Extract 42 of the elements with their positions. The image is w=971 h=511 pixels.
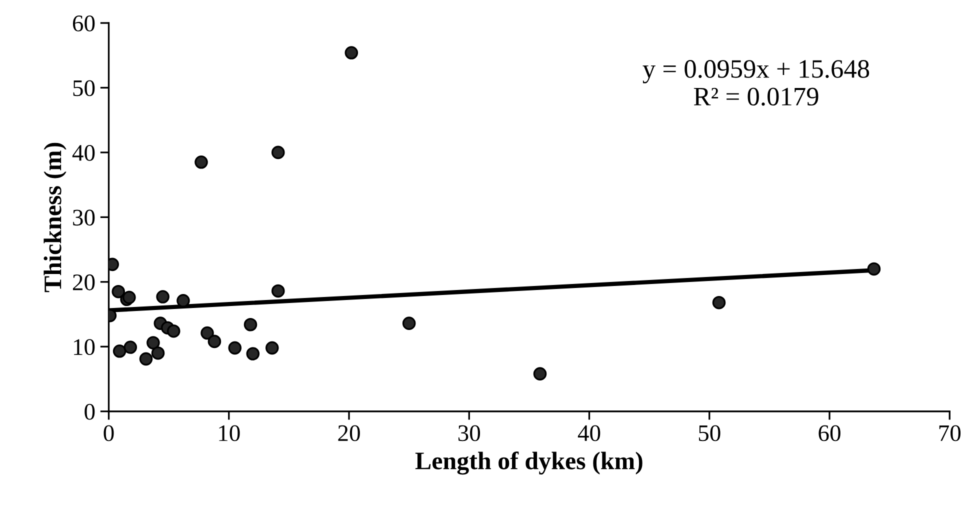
annotation: y = 0.0959x + 15.648 R² = 0.0179 — [642, 60, 870, 106]
point — [533, 367, 547, 380]
y-tick-label: 10 — [74, 339, 95, 356]
point — [200, 326, 214, 340]
point — [112, 284, 126, 298]
point — [867, 262, 881, 276]
point — [265, 341, 279, 355]
y-tick-label: 30 — [73, 210, 95, 226]
x-axis-title: Length of dykes (km) — [415, 452, 642, 475]
point — [402, 316, 416, 330]
point — [122, 290, 136, 304]
x-tick-label: 30 — [458, 425, 480, 442]
x-tick-label: 70 — [939, 425, 961, 442]
y-tick-label: 20 — [72, 274, 95, 290]
point — [228, 341, 242, 355]
point — [271, 146, 285, 160]
point — [124, 340, 138, 354]
x-tick-label: 10 — [219, 425, 240, 442]
point — [344, 46, 358, 60]
y-tick-label: 50 — [73, 80, 95, 96]
point — [712, 296, 726, 310]
point — [112, 344, 126, 358]
x-tick-label: 60 — [818, 425, 840, 442]
x-tick-label: 40 — [578, 425, 600, 442]
y-tick-label: 40 — [72, 144, 95, 161]
point — [139, 352, 153, 366]
point — [156, 290, 170, 304]
point — [176, 294, 190, 308]
point — [194, 156, 208, 169]
x-tick-label: 0 — [104, 425, 114, 442]
point — [166, 324, 180, 338]
x-tick-label: 50 — [698, 425, 720, 442]
y-tick-label: 0 — [84, 404, 95, 420]
y-axis-title: Thickness (m) — [44, 142, 66, 292]
point — [271, 284, 285, 298]
x-tick-label: 20 — [338, 425, 360, 442]
point — [244, 318, 258, 332]
point — [246, 347, 260, 360]
point — [146, 336, 160, 350]
point — [208, 334, 222, 348]
point — [151, 346, 165, 360]
y-tick-label: 60 — [72, 15, 95, 32]
